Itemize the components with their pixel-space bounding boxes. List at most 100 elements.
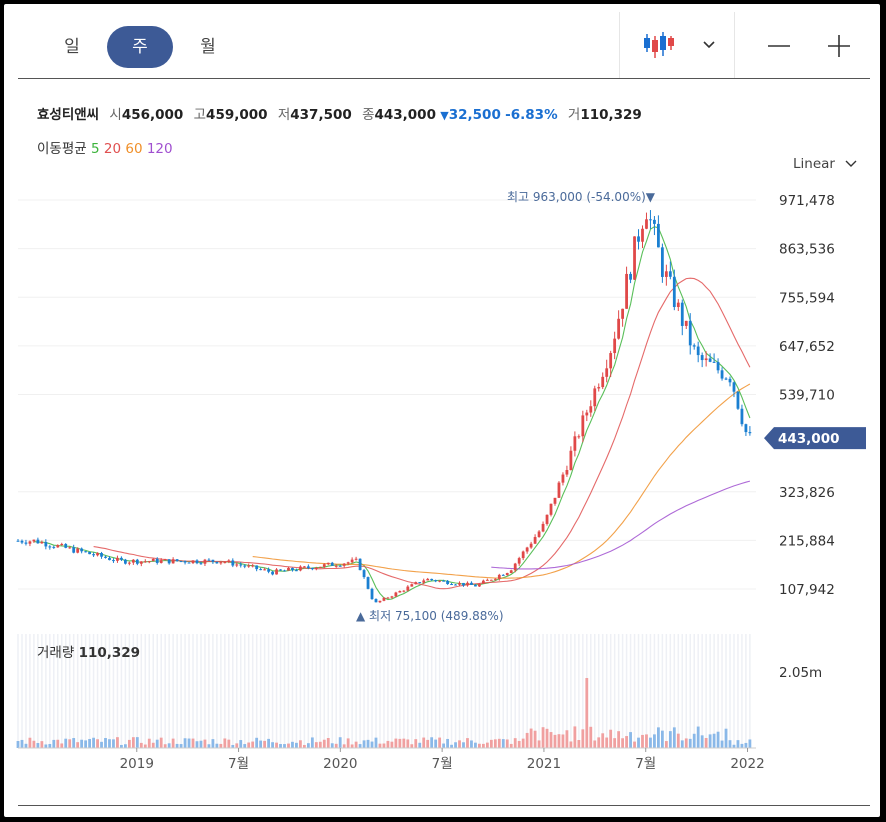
candle <box>657 223 660 248</box>
candle <box>414 582 418 585</box>
candle <box>322 564 326 567</box>
volume-bar <box>255 737 259 748</box>
volume-bar <box>247 742 251 748</box>
candle <box>370 588 374 600</box>
volume-bar <box>716 731 720 748</box>
volume-bar <box>521 738 525 748</box>
candle <box>28 541 32 544</box>
candle <box>155 558 159 563</box>
volume-bar <box>458 740 461 748</box>
x-tick-label: 2022 <box>730 756 764 772</box>
candle <box>513 563 517 571</box>
volume-bar <box>700 735 704 748</box>
candle <box>609 353 613 369</box>
candle <box>410 584 414 587</box>
candle <box>279 569 282 571</box>
candle <box>84 551 88 553</box>
tab-week[interactable]: 주 <box>107 26 173 68</box>
volume-bar <box>175 743 179 748</box>
candle <box>247 565 251 567</box>
candle <box>108 557 111 561</box>
volume-bar <box>565 730 569 748</box>
scale-selector[interactable]: Linear <box>793 156 857 172</box>
volume-bar <box>155 739 159 748</box>
y-tick-label: 971,478 <box>779 193 835 209</box>
volume-bar <box>541 727 545 748</box>
change-value: 32,500 <box>448 107 501 123</box>
scale-label: Linear <box>793 156 835 172</box>
candle <box>350 559 354 563</box>
ma-20: 20 <box>103 141 122 157</box>
volume-bar <box>505 739 509 748</box>
volume-bar <box>390 741 394 748</box>
open-label: 시 <box>109 107 122 123</box>
volume-bar <box>382 743 386 748</box>
volume-bar <box>740 743 744 748</box>
volume-bar <box>84 740 88 748</box>
volume-bar <box>645 734 648 748</box>
candle <box>120 557 123 560</box>
volume-bar <box>48 744 52 748</box>
volume-bar <box>211 739 215 748</box>
volume-bar <box>553 734 557 748</box>
volume-bar <box>16 740 20 748</box>
volume-bar <box>127 739 131 748</box>
moving-average-legend: 이동평균 5 20 60 120 <box>37 137 173 157</box>
candle <box>672 276 676 308</box>
volume-bar <box>649 737 652 748</box>
candle <box>135 559 139 564</box>
candle <box>485 579 489 581</box>
zoom-out-icon[interactable] <box>766 33 792 59</box>
ma-line-120 <box>491 480 751 570</box>
candle <box>398 590 402 593</box>
volume-bar <box>549 732 553 748</box>
volume-bar <box>44 744 48 748</box>
candle <box>147 561 151 563</box>
chart-type-selector[interactable] <box>640 28 720 64</box>
volume-bar <box>362 740 366 748</box>
high-annotation: 최고 963,000 (-54.00%)▼ <box>507 190 656 204</box>
x-tick-label: 2021 <box>527 756 561 772</box>
volume-bar <box>478 743 481 748</box>
candle <box>740 408 744 425</box>
candle <box>386 597 390 599</box>
volume-bar <box>736 740 740 748</box>
volume-label: 거 <box>567 107 581 123</box>
candle <box>450 584 453 586</box>
volume-bar <box>434 739 438 748</box>
volume-bar <box>676 733 680 748</box>
candle <box>422 580 426 583</box>
candle <box>64 544 68 548</box>
candle <box>203 559 207 564</box>
volume-bar <box>732 744 736 748</box>
volume-bar <box>692 733 696 748</box>
volume-bar <box>398 738 402 748</box>
y-tick-label: 755,594 <box>779 290 835 306</box>
candle <box>251 565 255 567</box>
tab-day[interactable]: 일 <box>64 37 80 57</box>
volume-bar <box>497 738 501 748</box>
ma-label: 이동평균 <box>37 141 87 157</box>
candle <box>318 566 322 568</box>
candle <box>263 569 267 571</box>
volume-bar <box>354 741 358 748</box>
tab-month[interactable]: 월 <box>200 37 216 57</box>
candle <box>478 583 481 587</box>
price-chart[interactable]: 971,478 863,536 755,594 647,652 539,710 323,8… <box>4 4 880 817</box>
volume-bar <box>72 738 76 748</box>
candle <box>736 391 740 409</box>
volume-bar <box>378 743 382 748</box>
candle <box>597 387 601 389</box>
volume-bar <box>704 738 708 748</box>
volume-bar <box>342 744 346 748</box>
volume-bar <box>338 737 342 748</box>
candle <box>104 556 107 558</box>
candle <box>139 561 143 564</box>
candle <box>569 450 573 471</box>
volume-bar <box>585 678 589 748</box>
volume-bar <box>112 739 115 748</box>
zoom-in-icon[interactable] <box>826 33 852 59</box>
y-tick-label: 647,652 <box>779 339 835 355</box>
volume-bar <box>430 737 434 748</box>
candle <box>92 554 95 556</box>
